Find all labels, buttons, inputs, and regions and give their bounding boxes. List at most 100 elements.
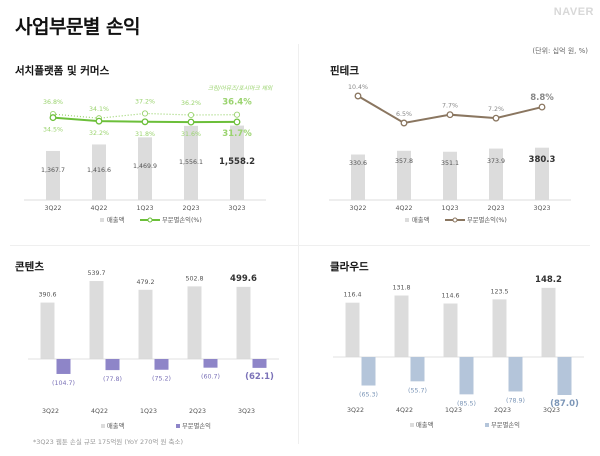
fintech-bar (489, 148, 503, 200)
cloud-profit-label: (87.0) (550, 399, 579, 409)
unit-note: (단위: 십억 원, %) (532, 47, 588, 55)
search-legend-line-marker (147, 217, 153, 223)
content-legend-profit-label: 부문별손익 (182, 421, 211, 430)
search-line-label: 31.6% (181, 131, 201, 138)
cloud-revenue-bar (541, 287, 556, 357)
search-dotted-label: 36.4% (222, 98, 252, 108)
cloud-tick-label: 4Q22 (396, 407, 413, 414)
content-title: 콘텐츠 (15, 261, 44, 273)
content-profit-bar (154, 359, 169, 370)
fintech-bar-label: 373.9 (487, 158, 505, 165)
fintech-line-point (446, 111, 454, 119)
content-revenue-label: 502.8 (185, 275, 203, 282)
search-tick-label: 1Q23 (137, 205, 154, 212)
content-profit-label: (104.7) (52, 380, 75, 387)
fintech-line-label: 10.4% (348, 84, 368, 91)
search-tick-label: 3Q22 (45, 205, 62, 212)
search-line-point (187, 118, 195, 126)
cloud-title: 클라우드 (330, 261, 369, 273)
cloud-revenue-label: 148.2 (535, 275, 562, 285)
cloud-tick-label: 3Q22 (347, 407, 364, 414)
fintech-bar (351, 154, 365, 200)
cloud-revenue-bar (443, 303, 458, 357)
search-line-point (49, 114, 57, 122)
search-dotted-label: 36.8% (43, 99, 63, 106)
content-revenue-bar (89, 281, 104, 359)
fintech-legend-bar-label: 매출액 (412, 215, 430, 224)
search-dotted-point (187, 111, 195, 119)
cloud-profit-bar (361, 357, 376, 386)
search-legend-bar-swatch (100, 218, 104, 222)
content-profit-bar (252, 359, 267, 368)
vertical-divider (298, 44, 299, 444)
fintech-tick-label: 1Q23 (442, 205, 459, 212)
cloud-tick-label: 3Q23 (543, 407, 560, 414)
search-bar (138, 137, 152, 200)
fintech-tick-label: 4Q22 (396, 205, 413, 212)
content-tick-label: 3Q23 (238, 408, 255, 415)
cloud-profit-label: (65.3) (359, 392, 378, 399)
fintech-line-label: 7.2% (488, 106, 504, 113)
cloud-profit-label: (55.7) (408, 387, 427, 394)
naver-logo: NAVER (553, 6, 594, 18)
search-legend-line-label: 부문별손익(%) (162, 215, 202, 224)
cloud-profit-bar (459, 357, 474, 395)
fintech-bar-label: 380.3 (529, 155, 556, 165)
page-title: 사업부문별 손익 (15, 16, 140, 38)
horizontal-divider (10, 245, 590, 246)
search-bar-label: 1,416.6 (87, 167, 111, 174)
search-dotted-label: 37.2% (135, 98, 155, 105)
fintech-title: 핀테크 (330, 65, 359, 77)
search-line-label: 31.8% (135, 131, 155, 138)
fintech-line-label: 6.5% (396, 111, 412, 118)
search-line-label: 32.2% (89, 130, 109, 137)
search-line-point (95, 117, 103, 125)
content-profit-bar (105, 359, 120, 371)
fintech-bar (535, 147, 549, 200)
cloud-legend-revenue-swatch (410, 423, 414, 427)
content-revenue-bar (138, 289, 153, 359)
search-line-point (141, 118, 149, 126)
search-bar-label: 1,556.1 (179, 159, 203, 166)
cloud-revenue-bar (394, 295, 409, 357)
search-line-label: 34.5% (43, 127, 63, 134)
fintech-tick-label: 3Q22 (350, 205, 367, 212)
search-bar (92, 144, 106, 200)
cloud-profit-bar (508, 357, 523, 392)
cloud-revenue-label: 116.4 (343, 292, 361, 299)
cloud-revenue-label: 114.6 (441, 293, 459, 300)
search-annotation: 크림/어뮤즈/포시마크 제외 (208, 85, 273, 92)
search-tick-label: 4Q22 (91, 205, 108, 212)
fintech-line-label: 8.8% (530, 93, 554, 103)
footnote: *3Q23 웹툰 손실 규모 175억원 (YoY 270억 원 축소) (33, 438, 184, 446)
content-profit-label: (60.7) (201, 374, 220, 381)
fintech-bar (443, 151, 457, 200)
fintech-bar (397, 150, 411, 200)
content-revenue-label: 499.6 (230, 274, 257, 284)
content-legend-revenue-swatch (101, 424, 105, 428)
fintech-tick-label: 2Q23 (488, 205, 505, 212)
search-bar-label: 1,558.2 (219, 157, 255, 167)
search-legend-bar-label: 매출액 (107, 215, 125, 224)
fintech-line-point (400, 119, 408, 127)
cloud-profit-bar (410, 357, 425, 382)
fintech-tick-label: 3Q23 (534, 205, 551, 212)
content-revenue-label: 390.6 (38, 292, 56, 299)
content-tick-label: 3Q22 (42, 408, 59, 415)
fintech-line-point (538, 103, 546, 111)
content-profit-bar (56, 359, 71, 374)
cloud-revenue-bar (492, 299, 507, 357)
search-dotted-line (52, 112, 238, 119)
search-bar-label: 1,469.9 (133, 163, 157, 170)
content-legend-revenue-label: 매출액 (107, 421, 125, 430)
fintech-line-label: 7.7% (442, 103, 458, 110)
cloud-profit-bar (557, 357, 572, 395)
fintech-bar-label: 357.8 (395, 158, 413, 165)
cloud-legend-revenue-label: 매출액 (416, 420, 434, 429)
fintech-bar-label: 330.6 (349, 160, 367, 167)
fintech-legend-line-label: 부문별손익(%) (467, 215, 507, 224)
search-line-label: 31.7% (222, 129, 252, 139)
cloud-legend-profit-label: 부문별손익 (491, 420, 520, 429)
search-bar (184, 125, 198, 200)
content-revenue-bar (187, 286, 202, 359)
